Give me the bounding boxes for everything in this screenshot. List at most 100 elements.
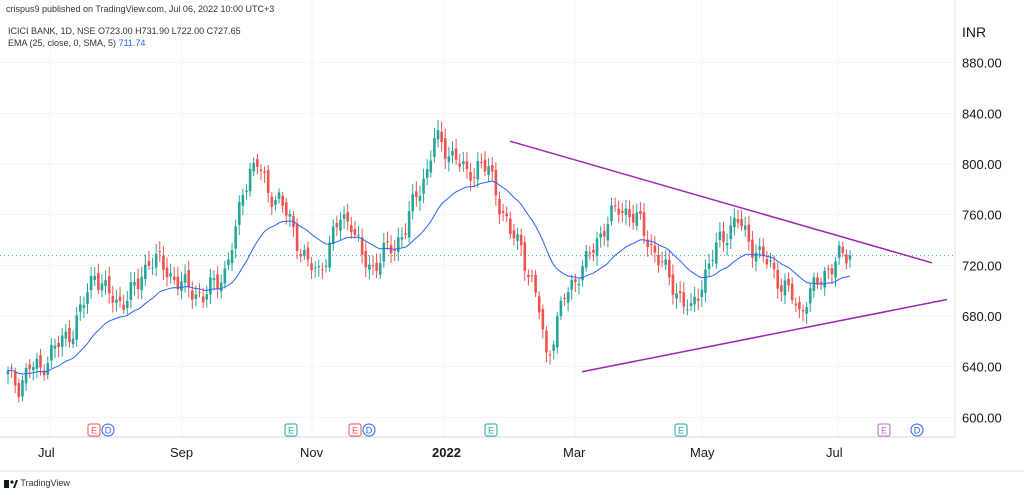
candle-body <box>176 276 180 290</box>
candle-body <box>588 252 592 254</box>
candle-body <box>227 259 230 265</box>
earnings-marker[interactable] <box>484 423 498 437</box>
candle-body <box>6 370 10 375</box>
candle-body <box>82 305 86 308</box>
candle-body <box>693 296 696 305</box>
candle-body <box>299 253 303 257</box>
candle-body <box>328 242 331 268</box>
candle-body <box>613 205 617 207</box>
candle-body <box>599 233 602 238</box>
candle-body <box>595 238 599 257</box>
candle-body <box>266 169 270 193</box>
candle-body <box>584 251 588 268</box>
candle-body <box>194 294 198 299</box>
candle-body <box>751 239 754 258</box>
dividend-marker[interactable] <box>101 423 115 437</box>
candle-body <box>736 219 740 223</box>
candle-body <box>714 242 718 264</box>
x-tick-label: Nov <box>300 445 324 460</box>
candle-body <box>682 292 686 307</box>
candle-body <box>425 169 429 178</box>
candle-body <box>725 242 729 246</box>
x-axis-ticks: Jul Sep Nov 2022 Mar May Jul <box>38 445 843 460</box>
trendline-upper[interactable] <box>509 140 933 264</box>
candle-body <box>780 285 783 292</box>
earnings-marker[interactable] <box>877 423 891 437</box>
candle-body <box>415 191 418 198</box>
earnings-marker[interactable] <box>348 423 362 437</box>
candle-body <box>686 309 689 311</box>
candle-body <box>621 210 624 213</box>
candle-body <box>483 159 487 172</box>
candle-body <box>89 276 93 291</box>
earnings-marker[interactable] <box>674 423 688 437</box>
candle-body <box>548 354 552 356</box>
candle-body <box>790 283 794 300</box>
candle-body <box>252 162 256 172</box>
candle-body <box>371 265 375 267</box>
candle-body <box>104 280 107 287</box>
candle-body <box>476 160 480 180</box>
candle-body <box>845 254 848 264</box>
candle-body <box>617 208 621 215</box>
candle-body <box>78 304 82 312</box>
candle-body <box>295 223 299 251</box>
candle-body <box>559 300 563 317</box>
candle-body <box>740 219 743 227</box>
candle-body <box>50 344 53 361</box>
candle-body <box>136 278 140 290</box>
candle-body <box>39 355 42 368</box>
dividend-marker[interactable] <box>362 423 376 437</box>
ema-line <box>7 180 851 375</box>
candle-body <box>386 241 389 243</box>
candle-body <box>754 252 758 262</box>
candle-body <box>339 219 342 231</box>
candle-body <box>783 280 787 296</box>
candle-body <box>577 283 581 286</box>
ema-label: EMA (25, close, 0, SMA, 5) <box>8 38 117 48</box>
candle-body <box>346 212 349 222</box>
trendline-lower[interactable] <box>581 298 948 373</box>
currency-label: INR <box>962 24 987 40</box>
earnings-marker[interactable] <box>284 423 298 437</box>
x-tick-label: 2022 <box>432 445 461 460</box>
candle-body <box>628 209 631 218</box>
earnings-marker[interactable] <box>87 423 101 437</box>
candle-body <box>122 304 125 310</box>
candle-body <box>624 208 628 215</box>
candle-body <box>462 161 465 165</box>
y-tick-label: 720.00 <box>962 258 1002 273</box>
dividend-marker[interactable] <box>910 423 924 437</box>
candle-body <box>335 223 339 228</box>
y-tick-label: 800.00 <box>962 157 1002 172</box>
candle-body <box>140 276 144 291</box>
candle-body <box>534 274 537 293</box>
candle-body <box>769 260 772 262</box>
y-tick-label: 840.00 <box>962 106 1002 121</box>
candle-body <box>245 190 248 192</box>
candle-body <box>313 267 317 269</box>
candle-body <box>303 250 306 256</box>
candle-body <box>118 296 122 302</box>
candle-body <box>758 246 761 250</box>
candle-body <box>375 262 378 272</box>
candle-body <box>248 169 252 192</box>
candle-body <box>357 234 360 236</box>
candle-body <box>97 272 100 290</box>
candle-body <box>75 315 78 340</box>
candle-body <box>733 217 736 228</box>
trendline-group[interactable] <box>509 140 948 373</box>
candle-body <box>133 282 136 286</box>
candle-body <box>71 338 75 345</box>
candle-body <box>42 370 46 376</box>
candle-body <box>819 281 823 284</box>
candle-body <box>519 234 523 246</box>
candle-body <box>310 263 313 271</box>
candle-body <box>552 344 555 351</box>
candle-body <box>834 261 837 278</box>
candle-body <box>64 331 68 339</box>
footer-brand[interactable]: TradingView <box>4 478 70 488</box>
candle-body <box>765 258 769 265</box>
